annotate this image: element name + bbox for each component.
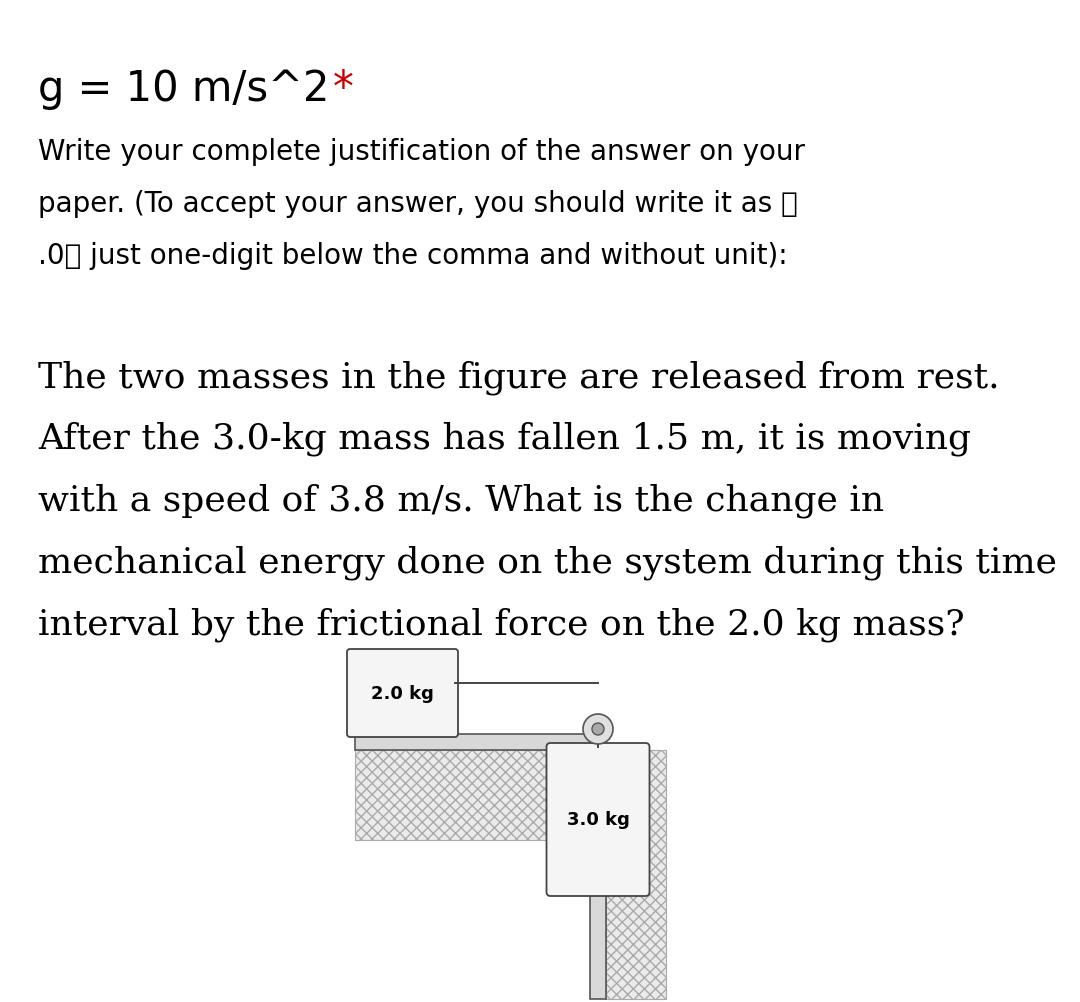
Text: Write your complete justification of the answer on your: Write your complete justification of the… (38, 138, 805, 166)
Circle shape (592, 723, 604, 735)
Text: After the 3.0-kg mass has fallen 1.5 m, it is moving: After the 3.0-kg mass has fallen 1.5 m, … (38, 422, 971, 456)
FancyBboxPatch shape (347, 649, 458, 737)
Text: interval by the frictional force on the 2.0 kg mass?: interval by the frictional force on the … (38, 607, 964, 642)
Text: 3.0 kg: 3.0 kg (567, 811, 630, 829)
Bar (606, 750, 666, 999)
Text: *: * (333, 68, 354, 110)
Circle shape (583, 714, 613, 744)
Text: 2.0 kg: 2.0 kg (372, 684, 434, 702)
Bar (590, 734, 606, 999)
Text: mechanical energy done on the system during this time: mechanical energy done on the system dur… (38, 545, 1057, 580)
Bar (355, 734, 590, 750)
Text: .0👉 just one-digit below the comma and without unit):: .0👉 just one-digit below the comma and w… (38, 241, 787, 270)
Text: with a speed of 3.8 m/s. What is the change in: with a speed of 3.8 m/s. What is the cha… (38, 484, 885, 518)
Text: paper. (To accept your answer, you should write it as 👉: paper. (To accept your answer, you shoul… (38, 189, 798, 217)
Text: g = 10 m/s^2: g = 10 m/s^2 (38, 68, 342, 110)
FancyBboxPatch shape (546, 743, 649, 896)
Bar (355, 750, 590, 840)
Text: The two masses in the figure are released from rest.: The two masses in the figure are release… (38, 360, 1000, 394)
